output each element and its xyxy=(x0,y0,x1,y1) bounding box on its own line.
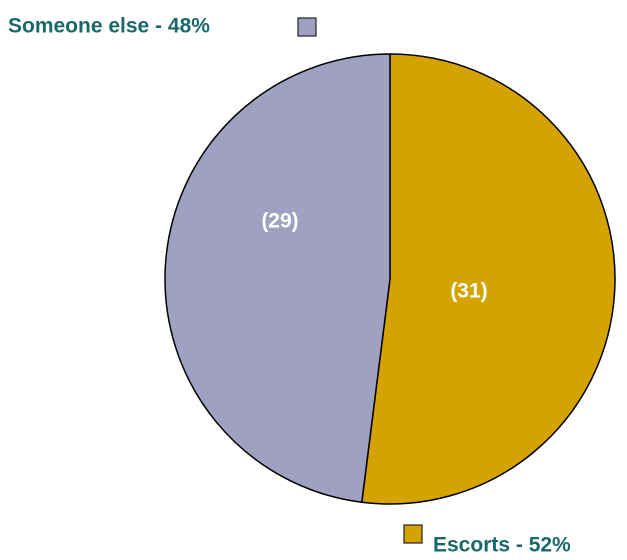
pie-slice xyxy=(164,53,391,504)
count-label: (29) xyxy=(261,210,298,233)
legend-label: Escorts - 52% xyxy=(433,534,571,555)
legend-label: Someone else - 48% xyxy=(8,15,210,38)
legend-swatch xyxy=(297,17,317,37)
pie-slice xyxy=(360,53,616,505)
legend-swatch xyxy=(403,524,423,544)
count-label: (31) xyxy=(450,280,487,303)
